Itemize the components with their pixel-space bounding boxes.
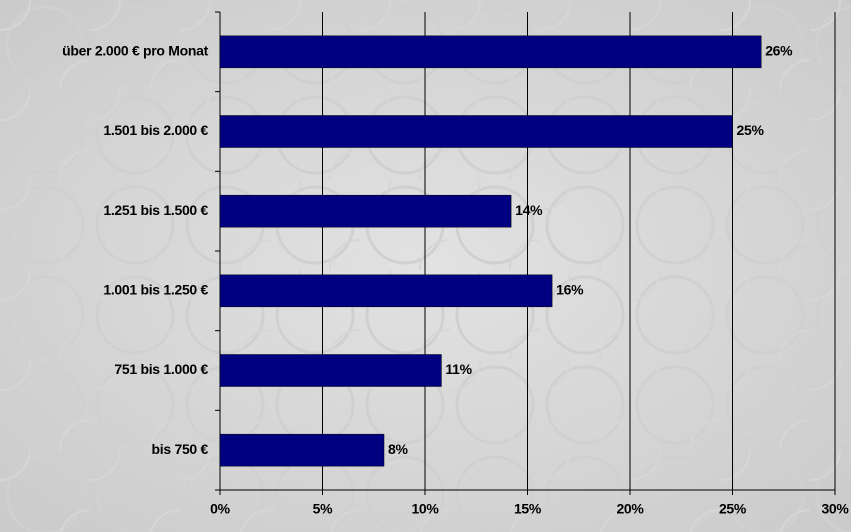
y-tick-label: 1.251 bis 1.500 €: [103, 202, 208, 218]
y-tick-label: 1.001 bis 1.250 €: [103, 282, 208, 298]
x-tick-label: 15%: [514, 501, 542, 517]
y-tick-label: über 2.000 € pro Monat: [62, 43, 209, 59]
y-tick-label: 751 bis 1.000 €: [114, 361, 208, 377]
x-tick-label: 25%: [719, 501, 747, 517]
data-label: 25%: [737, 122, 765, 138]
x-tick-label: 0%: [210, 501, 230, 517]
bar: [219, 194, 512, 228]
bar: [219, 433, 385, 467]
bar: [219, 115, 733, 148]
x-tick-label: 20%: [616, 501, 644, 517]
data-label: 14%: [515, 202, 543, 218]
data-label: 16%: [556, 282, 584, 298]
bar: [219, 35, 762, 69]
data-label: 26%: [765, 43, 793, 59]
y-tick-label: bis 750 €: [152, 441, 209, 457]
x-tick-label: 5%: [313, 501, 333, 517]
data-label: 8%: [388, 441, 408, 457]
bar: [219, 274, 553, 308]
x-tick-label: 10%: [411, 501, 439, 517]
x-tick-label: 30%: [821, 501, 849, 517]
bar: [219, 354, 442, 387]
y-tick-label: 1.501 bis 2.000 €: [103, 122, 208, 138]
data-label: 11%: [445, 361, 472, 377]
